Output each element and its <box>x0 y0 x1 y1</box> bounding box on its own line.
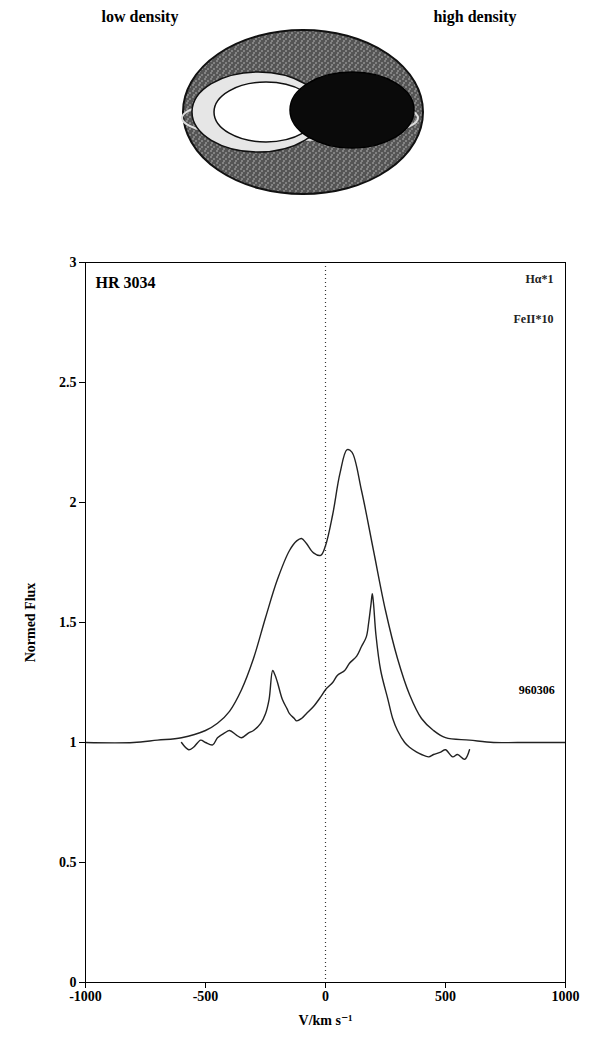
svg-text:V/km s⁻¹: V/km s⁻¹ <box>299 1013 353 1028</box>
svg-text:-1000: -1000 <box>69 989 102 1004</box>
svg-text:low density: low density <box>102 8 179 26</box>
svg-text:500: 500 <box>435 989 456 1004</box>
svg-text:0: 0 <box>70 975 77 990</box>
svg-text:960306: 960306 <box>519 683 555 697</box>
svg-text:2: 2 <box>70 495 77 510</box>
svg-text:0: 0 <box>322 989 329 1004</box>
svg-text:1: 1 <box>70 735 77 750</box>
svg-text:FeII*10: FeII*10 <box>514 312 554 326</box>
svg-text:HR 3034: HR 3034 <box>96 274 156 291</box>
svg-text:Normed Flux: Normed Flux <box>23 583 38 663</box>
svg-text:3: 3 <box>70 255 77 270</box>
svg-text:1.5: 1.5 <box>59 615 77 630</box>
svg-text:-500: -500 <box>193 989 219 1004</box>
svg-text:0.5: 0.5 <box>59 855 77 870</box>
svg-text:2.5: 2.5 <box>59 375 77 390</box>
svg-text:Hα*1: Hα*1 <box>525 272 553 286</box>
svg-text:high density: high density <box>433 8 516 26</box>
svg-text:1000: 1000 <box>552 989 580 1004</box>
